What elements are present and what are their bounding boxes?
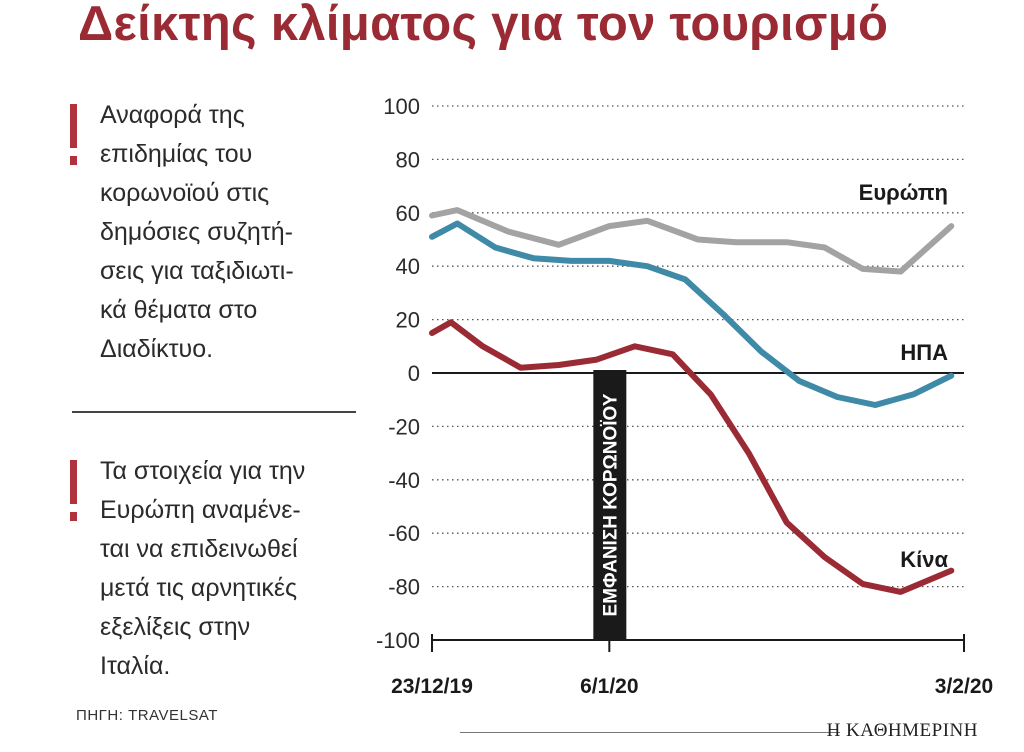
source-label: ΠΗΓΗ: TRAVELSAT bbox=[76, 707, 218, 724]
x-tick-label: 3/2/20 bbox=[935, 675, 993, 698]
y-tick-label: 100 bbox=[383, 94, 420, 119]
y-tick-label: 60 bbox=[396, 201, 420, 226]
series-line-3 bbox=[429, 319, 955, 595]
y-tick-label: 80 bbox=[396, 147, 420, 172]
brand-label: Η ΚΑΘΗΜΕΡΙΝΗ bbox=[826, 720, 978, 741]
series-line-2 bbox=[429, 220, 955, 408]
y-tick-label: -40 bbox=[388, 468, 420, 493]
notes-divider bbox=[72, 411, 356, 413]
outbreak-marker-label: ΕΜΦΑΝΙΣΗ ΚΟΡΩΝΟΪΟΥ bbox=[600, 393, 621, 616]
x-tick-label: 6/1/20 bbox=[580, 675, 638, 698]
exclamation-icon bbox=[70, 460, 77, 524]
y-tick-label: -100 bbox=[376, 628, 420, 653]
y-tick-label: -60 bbox=[388, 521, 420, 546]
series-line-1 bbox=[429, 207, 955, 275]
x-tick-label: 23/12/19 bbox=[391, 675, 473, 698]
series-label-1: Ευρώπη bbox=[859, 180, 948, 205]
y-tick-label: 40 bbox=[396, 254, 420, 279]
y-tick-label: -20 bbox=[388, 414, 420, 439]
brand-rule bbox=[460, 732, 840, 733]
y-tick-label: 0 bbox=[408, 361, 420, 386]
note-2-text: Τα στοιχεία για την Ευρώπη αναμένε- ται … bbox=[100, 457, 306, 680]
series-label-2: ΗΠΑ bbox=[900, 340, 948, 365]
series-label-3: Κίνα bbox=[900, 547, 948, 572]
note-1-text: Αναφορά της επιδημίας του κορωνοϊού στις… bbox=[100, 101, 294, 363]
y-tick-label: -80 bbox=[388, 575, 420, 600]
exclamation-icon bbox=[70, 104, 77, 168]
outbreak-marker-bar bbox=[593, 370, 627, 640]
y-tick-label: 20 bbox=[396, 308, 420, 333]
chart-title: Δείκτης κλίματος για τον τουρισμό bbox=[78, 0, 889, 51]
